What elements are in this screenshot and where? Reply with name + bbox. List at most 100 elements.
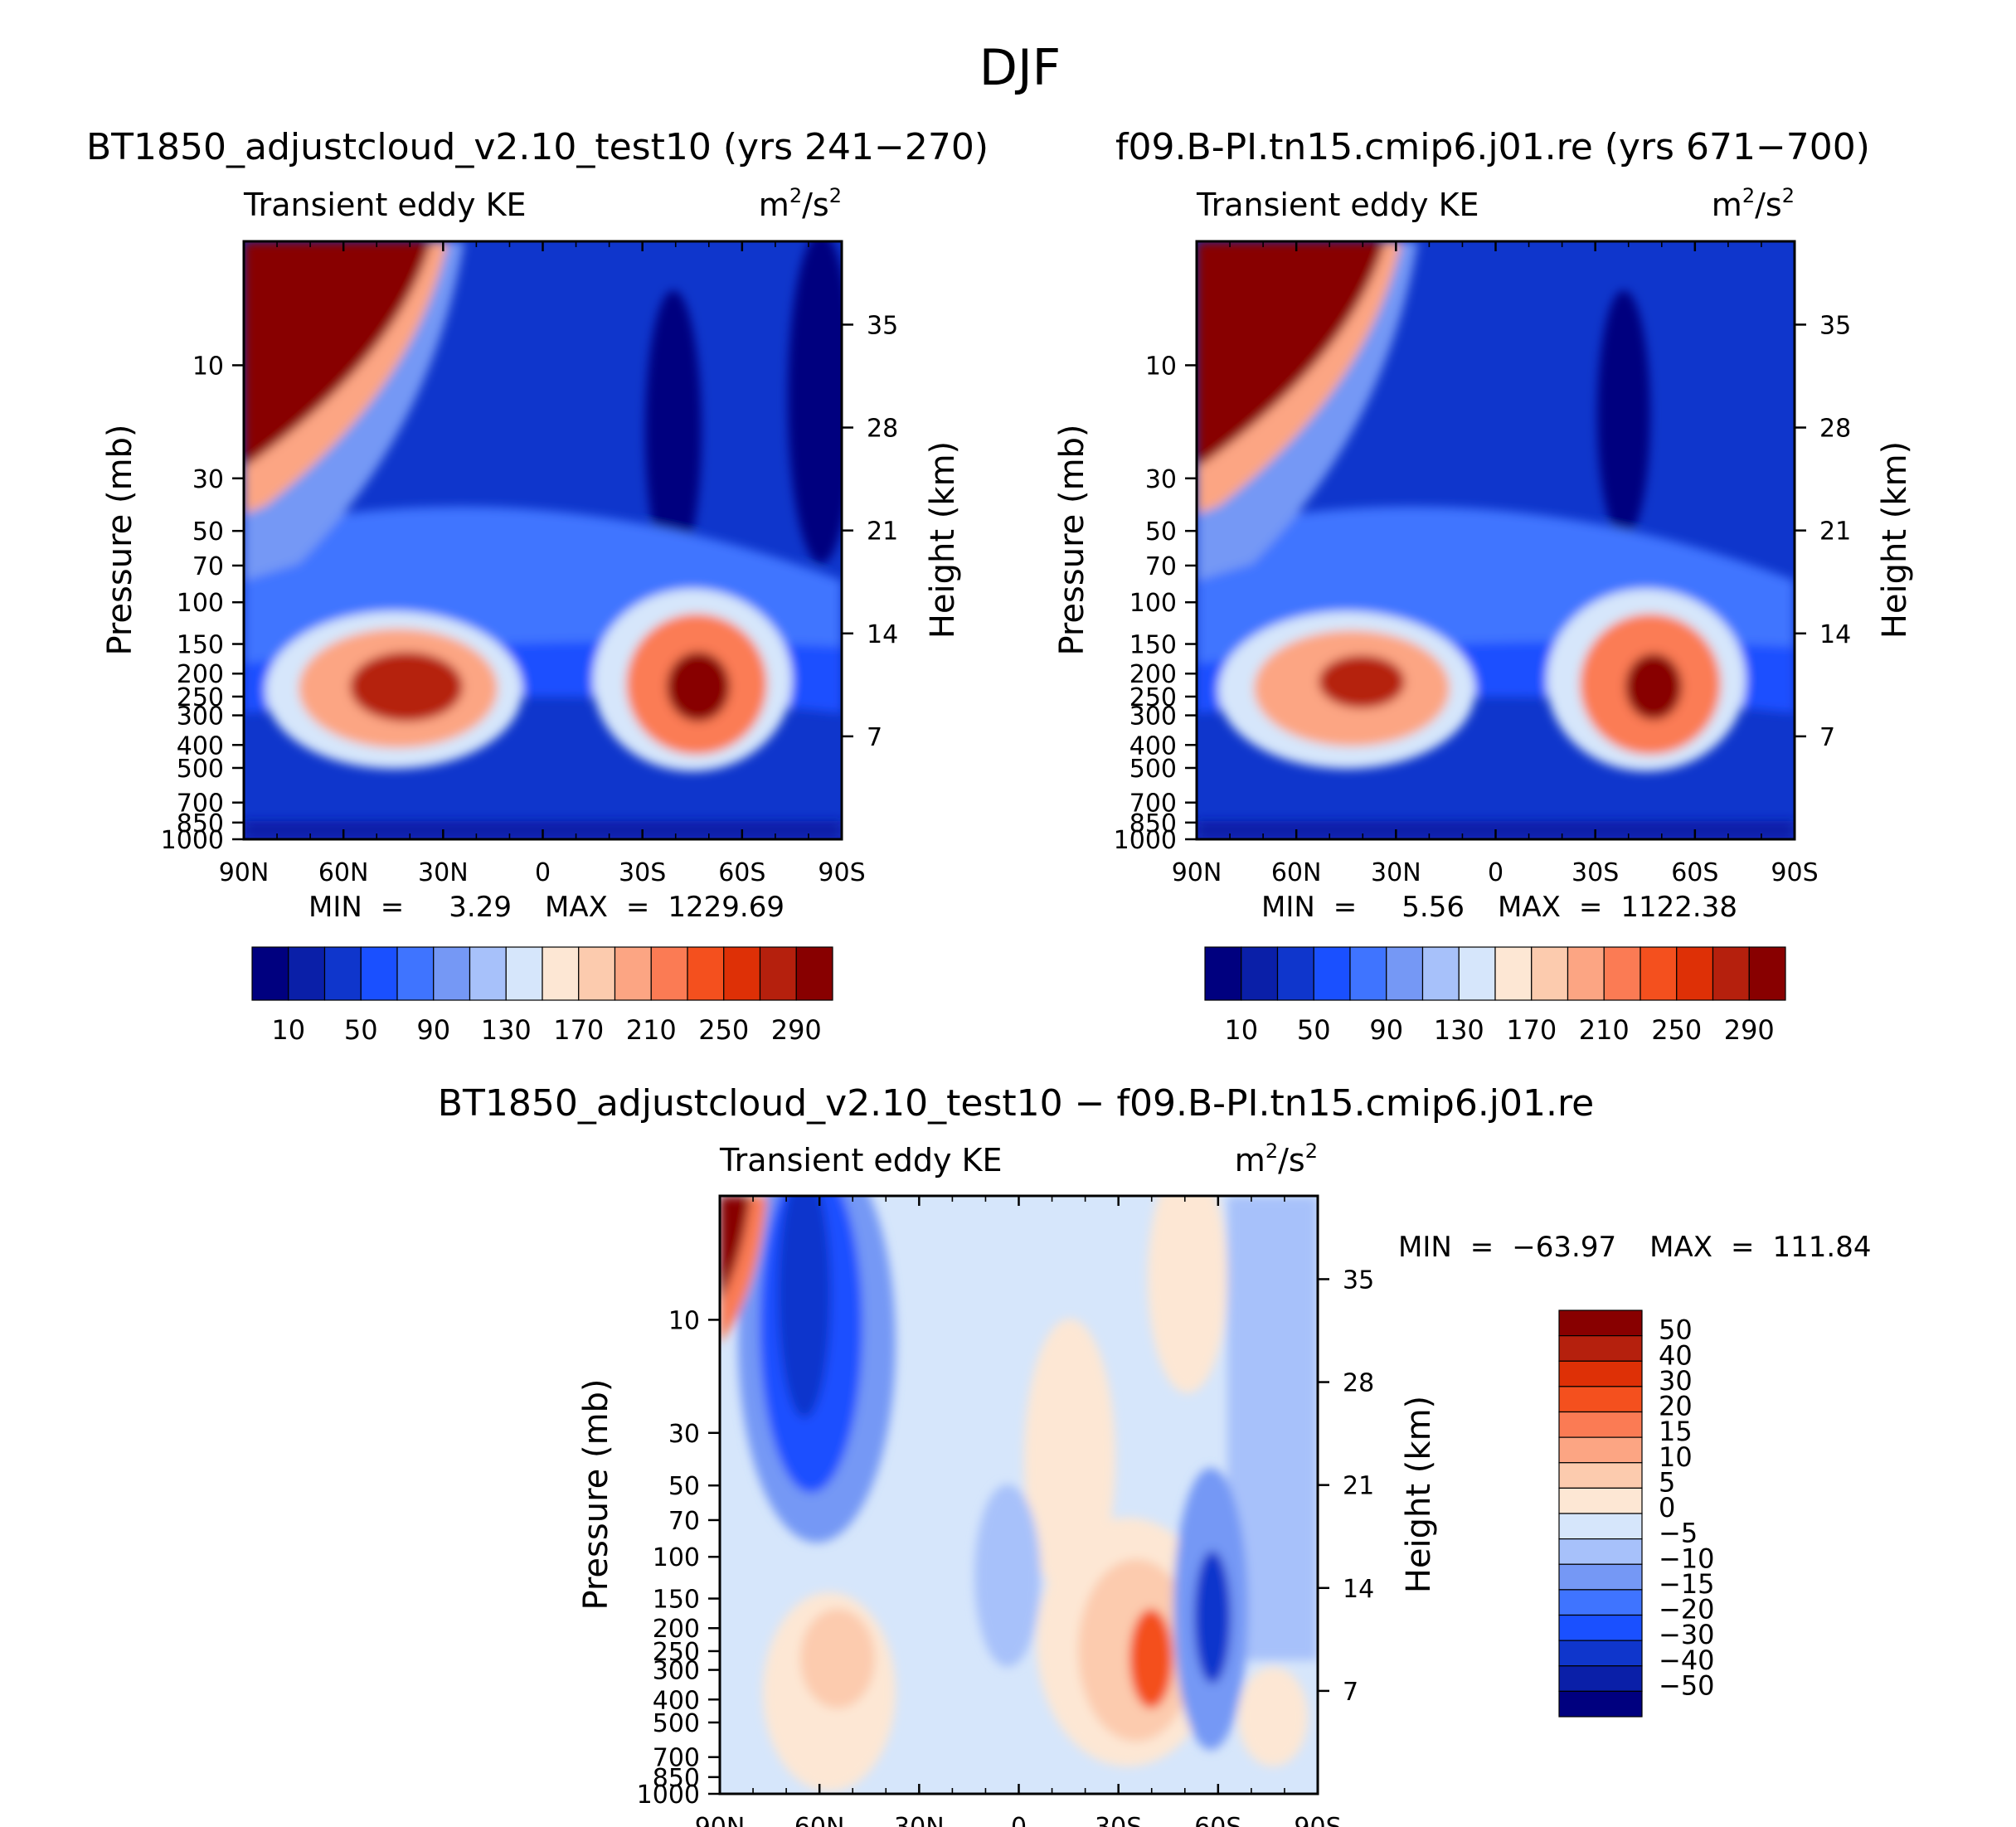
panel-difference-ytick-right-label: 7 <box>1343 1678 1358 1707</box>
panel-case-ytick-right-label: 35 <box>867 311 898 340</box>
panel-case-ytick-right-label: 28 <box>867 415 898 444</box>
panel-difference-xtick-label: 30S <box>1095 1813 1142 1827</box>
panel-difference-ytick-label: 1000 <box>637 1781 700 1810</box>
panel-control-xtick-label: 60S <box>1671 858 1718 887</box>
panel-control-ytick-right-label: 21 <box>1819 517 1851 547</box>
panel-case-ytick-label: 200 <box>177 660 224 689</box>
panel-control-colorbar-box <box>1241 946 1279 1001</box>
panel-case-ytick-label: 850 <box>177 809 224 838</box>
panel-difference-ytick-label: 50 <box>668 1472 700 1501</box>
figure-title: DJF <box>979 39 1061 97</box>
panel-case-ytick-label: 10 <box>192 352 224 381</box>
panel-difference-colorbar-box <box>1558 1665 1643 1692</box>
panel-control-ytick-label: 400 <box>1129 731 1177 760</box>
panel-difference-colorbar-box <box>1558 1589 1643 1616</box>
panel-case-colorbar-box <box>723 946 761 1001</box>
panel-case-ylabel: Pressure (mb) <box>101 424 139 655</box>
panel-difference-subtrop-negative <box>974 1484 1041 1667</box>
panel-difference-ytick-label: 150 <box>653 1586 700 1615</box>
panel-control-ytick-label: 10 <box>1145 352 1177 381</box>
panel-difference-colorbar-label: −30 <box>1659 1619 1715 1650</box>
panel-case-ytick-label: 1000 <box>161 826 224 855</box>
panel-case-field <box>244 241 842 839</box>
panel-case-ytick-label: 30 <box>192 465 224 494</box>
panel-difference-title: BT1850_adjustcloud_v2.10_test10 − f09.B-… <box>438 1082 1594 1125</box>
panel-difference-xtick-label: 30N <box>894 1813 945 1827</box>
panel-case-xtick-label: 60N <box>318 858 369 887</box>
panel-difference-colorbar-box <box>1558 1335 1643 1362</box>
panel-difference-ytick-label: 250 <box>653 1638 700 1667</box>
panel-control-xtick-label: 30N <box>1371 858 1421 887</box>
panel-control-ytick-label: 700 <box>1129 790 1177 819</box>
panel-case-xtick-label: 30S <box>619 858 666 887</box>
panel-case-ytick-label: 300 <box>177 702 224 731</box>
panel-control-colorbar-box <box>1386 946 1424 1001</box>
panel-control-ytick-label: 850 <box>1129 809 1177 838</box>
panel-case-ytick-right-label: 21 <box>867 517 898 547</box>
panel-control-ytick-right-label: 7 <box>1819 723 1835 752</box>
panel-difference-sh-surface-positive <box>1238 1667 1308 1766</box>
panel-control-ylabel-right: Height (km) <box>1876 441 1914 639</box>
panel-difference-colorbar-label: −20 <box>1659 1594 1715 1625</box>
panel-difference-colorbar-box <box>1558 1614 1643 1641</box>
panel-control-colorbar-label: 10 <box>1224 1014 1258 1046</box>
panel-difference-colorbar-label: 0 <box>1659 1492 1675 1523</box>
panel-control-colorbar-box <box>1531 946 1569 1001</box>
panel-case-title: BT1850_adjustcloud_v2.10_test10 (yrs 241… <box>86 126 989 168</box>
panel-difference-ylabel: Pressure (mb) <box>577 1378 615 1610</box>
panel-difference-colorbar-label: 40 <box>1659 1339 1693 1371</box>
panel-case-colorbar-box <box>323 946 362 1001</box>
panel-difference-colorbar-box <box>1558 1310 1643 1337</box>
panel-case-colorbar-box <box>614 946 652 1001</box>
panel-case-xtick-label: 90N <box>219 858 270 887</box>
panel-difference-colorbar-label: −50 <box>1659 1669 1715 1701</box>
panel-case-colorbar-box <box>650 946 688 1001</box>
panel-difference-ytick-label: 700 <box>653 1744 700 1773</box>
panel-difference-field <box>720 1196 1318 1794</box>
panel-control-colorbar: 10 50 90 130 170 210 250 290 <box>1204 946 1786 1046</box>
panel-difference-left-label: Transient eddy KE <box>719 1142 1003 1178</box>
panel-difference-xtick-label: 0 <box>1011 1813 1027 1827</box>
panel-control-ytick-right-label: 28 <box>1819 415 1851 444</box>
panel-case-colorbar-label: 10 <box>271 1014 305 1046</box>
panel-control-xtick-label: 90N <box>1172 858 1222 887</box>
panel-difference-colorbar-box <box>1558 1640 1643 1667</box>
panel-case-units: m2/s2 <box>759 184 842 223</box>
panel-case-colorbar-box <box>795 946 833 1001</box>
panel-case-colorbar-box <box>578 946 616 1001</box>
panel-difference-upper-positive <box>1148 1196 1227 1393</box>
panel-difference-ytick-right-label: 14 <box>1343 1575 1374 1604</box>
panel-control-units: m2/s2 <box>1712 184 1795 223</box>
panel-difference-ytick-right-label: 28 <box>1343 1369 1374 1398</box>
panel-case-xtick-label: 0 <box>535 858 551 887</box>
panel-case-colorbar-label: 50 <box>344 1014 378 1046</box>
panel-control-xtick-label: 60N <box>1271 858 1322 887</box>
panel-case-colorbar-box <box>759 946 797 1001</box>
panel-control-left-label: Transient eddy KE <box>1196 187 1479 223</box>
panel-difference-colorbar-label: −10 <box>1659 1543 1715 1574</box>
panel-control-field <box>1197 241 1795 839</box>
panel-case-colorbar-box <box>687 946 725 1001</box>
panel-case-east-band <box>788 241 842 564</box>
panel-case-dark-tongue <box>645 290 702 572</box>
panel-difference-ytick-label: 400 <box>653 1686 700 1715</box>
panel-control-sh-jet-core <box>1625 654 1682 720</box>
panel-case-xtick-label: 60S <box>718 858 765 887</box>
panel-control-polar-core <box>1197 241 1385 464</box>
panel-difference-colorbar-box <box>1558 1513 1643 1540</box>
panel-case-ytick-label: 50 <box>192 517 224 547</box>
panel-difference-colorbar-label: −5 <box>1659 1518 1698 1549</box>
panel-case-ytick-label: 500 <box>177 755 224 784</box>
panel-control-ytick-label: 300 <box>1129 702 1177 731</box>
panel-control-dark-tongue <box>1597 290 1650 539</box>
panel-case-colorbar-label: 130 <box>481 1014 532 1046</box>
panel-difference-colorbar-label: 20 <box>1659 1391 1693 1422</box>
panel-case-ylabel-right: Height (km) <box>924 441 962 639</box>
panel-control-colorbar-box <box>1204 946 1242 1001</box>
panel-control-colorbar-box <box>1349 946 1387 1001</box>
panel-control-colorbar-box <box>1676 946 1714 1001</box>
panel-difference-yticks-right: 35 28 21 14 7 <box>1318 1266 1374 1707</box>
